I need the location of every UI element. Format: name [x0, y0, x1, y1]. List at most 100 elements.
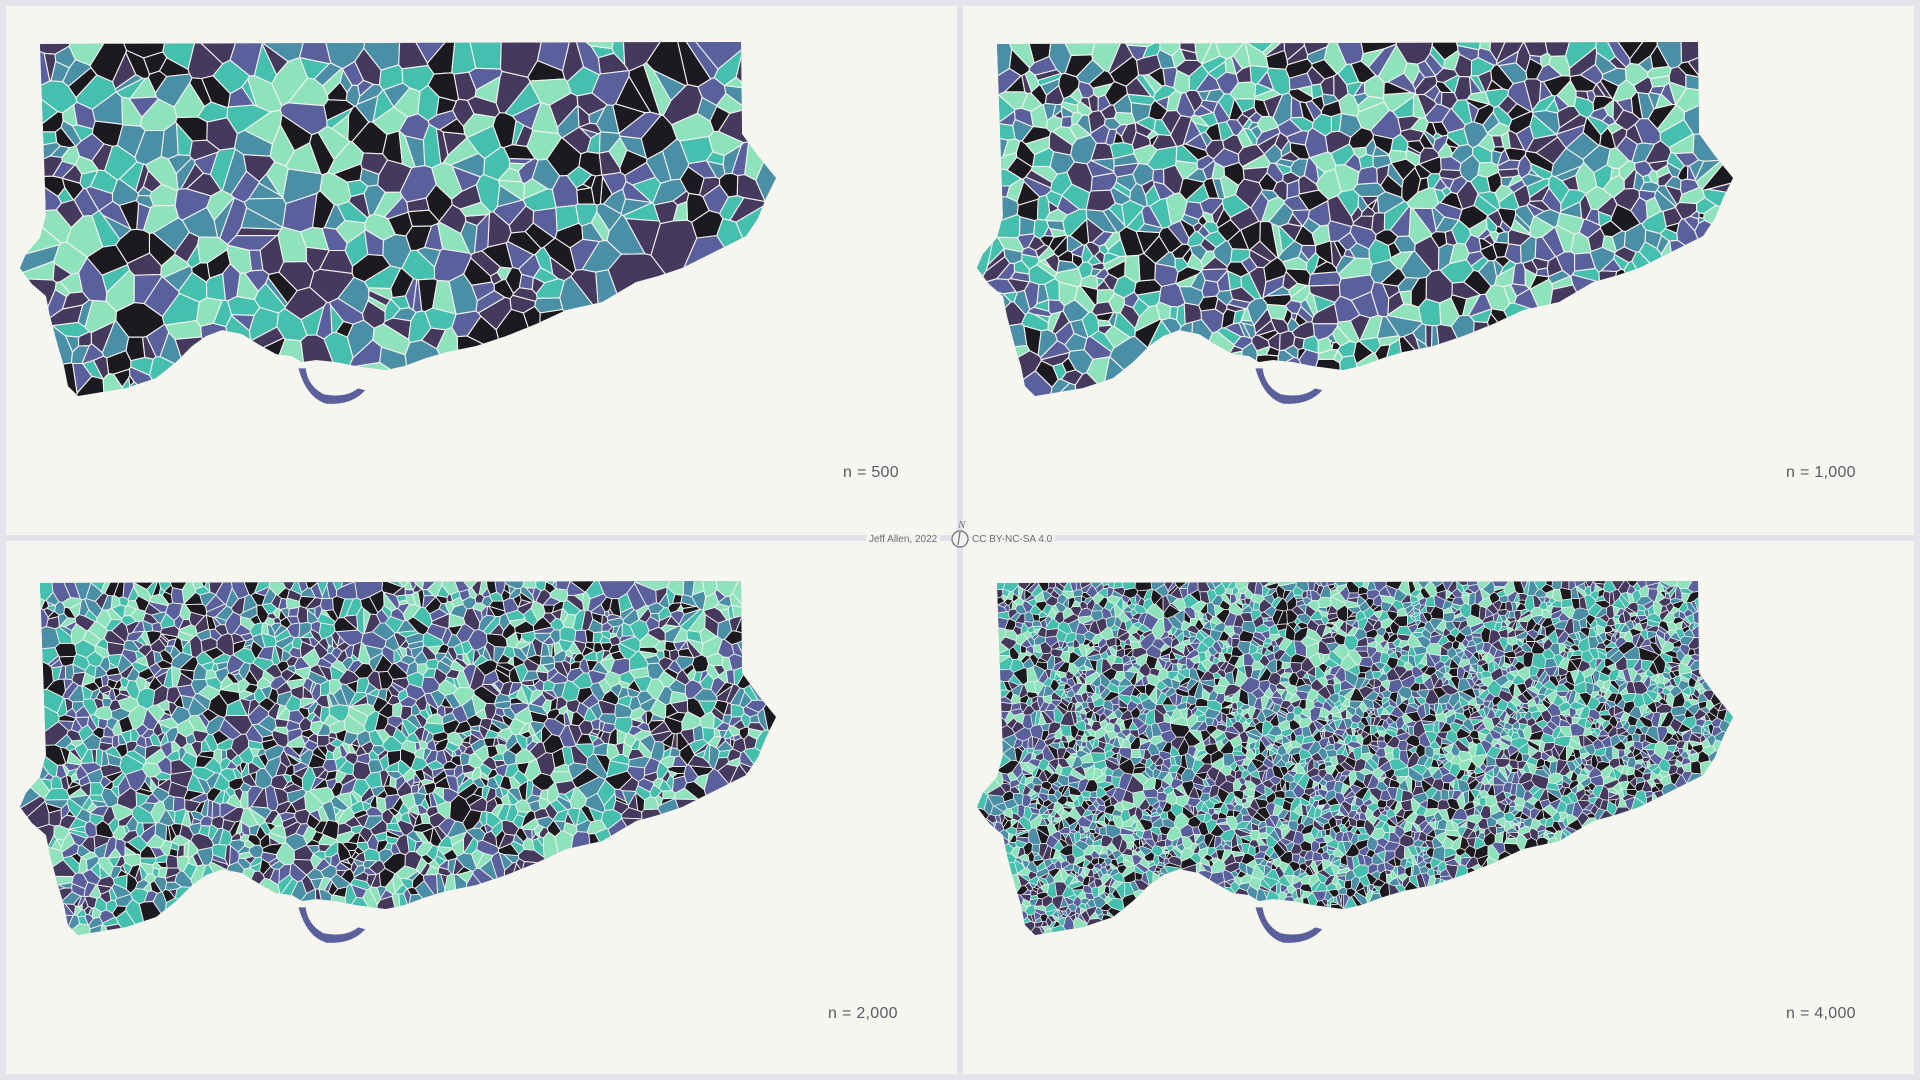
voronoi-cell [386, 828, 405, 838]
voronoi-cell [123, 581, 164, 590]
voronoi-cell [674, 798, 724, 837]
voronoi-cell [300, 734, 310, 745]
voronoi-cell [1101, 914, 1143, 935]
voronoi-cell [620, 606, 635, 621]
voronoi-cell [1333, 42, 1364, 66]
voronoi-cell [1472, 144, 1493, 164]
voronoi-cell [641, 808, 686, 853]
voronoi-cell [1453, 581, 1469, 586]
voronoi-cell [464, 793, 483, 807]
voronoi-cell [191, 766, 216, 781]
voronoi-cell [518, 722, 531, 735]
voronoi-cell [483, 737, 496, 748]
voronoi-cell [1631, 251, 1681, 315]
voronoi-cell [638, 646, 659, 655]
voronoi-cell [317, 805, 330, 822]
voronoi-cell [149, 776, 160, 788]
voronoi-cell [1048, 234, 1068, 253]
voronoi-cell [205, 772, 221, 790]
voronoi-cell [549, 697, 558, 711]
voronoi-cell [139, 862, 154, 875]
voronoi-cell [226, 793, 243, 809]
voronoi-cell [1466, 581, 1478, 587]
voronoi-cell [472, 820, 484, 829]
voronoi-cell [490, 581, 530, 589]
voronoi-cell [558, 639, 574, 652]
voronoi-cell [1559, 830, 1597, 875]
voronoi-cell [533, 824, 544, 834]
voronoi-cell [1645, 196, 1662, 220]
voronoi-cell [1429, 581, 1454, 588]
voronoi-cell [462, 652, 471, 666]
voronoi-cell [463, 831, 475, 854]
voronoi-cell [1338, 112, 1362, 138]
voronoi-cell [360, 152, 389, 175]
voronoi-cell [75, 74, 117, 110]
voronoi-cell [1352, 215, 1374, 231]
voronoi-cell [607, 253, 696, 351]
voronoi-cell [1424, 53, 1444, 77]
voronoi-cell [691, 210, 724, 239]
voronoi-cell [1169, 305, 1179, 321]
voronoi-cell [434, 738, 449, 752]
voronoi-cell [1542, 75, 1571, 97]
voronoi-cell [156, 756, 172, 776]
voronoi-cell [763, 682, 776, 738]
voronoi-cell [239, 831, 245, 839]
voronoi-cell [135, 879, 150, 890]
voronoi-cell [455, 623, 475, 644]
voronoi-cell [43, 607, 55, 618]
voronoi-cell [74, 742, 89, 761]
voronoi-cell [494, 795, 504, 806]
voronoi-cell [1077, 261, 1093, 280]
voronoi-cell [553, 820, 566, 832]
voronoi-cell [540, 642, 551, 657]
voronoi-cell [1102, 356, 1163, 396]
voronoi-cell [740, 712, 751, 728]
voronoi-cell [1229, 286, 1256, 304]
voronoi-cells [20, 42, 776, 396]
voronoi-cell [412, 606, 433, 629]
map-panel-n2000: n = 2,000 [6, 541, 957, 1074]
voronoi-cell [200, 322, 235, 396]
voronoi-cell [1440, 788, 1450, 801]
voronoi-cell [469, 733, 481, 746]
voronoi-cell [349, 791, 359, 806]
voronoi-cell [243, 638, 254, 648]
voronoi-cell [989, 370, 1053, 396]
voronoi-cell [507, 741, 524, 756]
voronoi-cell [385, 836, 399, 845]
voronoi-cell [144, 680, 151, 689]
voronoi-cell [1579, 193, 1592, 221]
voronoi-cell [190, 678, 209, 695]
voronoi-cell [977, 344, 1031, 387]
voronoi-cell [1097, 94, 1112, 112]
voronoi-cell [699, 711, 715, 729]
voronoi-cell [562, 42, 585, 83]
voronoi-cell [148, 355, 232, 396]
voronoi-cell [107, 847, 122, 859]
voronoi-cell [298, 621, 312, 639]
voronoi-cell [499, 42, 554, 78]
voronoi-cell [71, 882, 86, 897]
voronoi-cell [651, 730, 673, 743]
voronoi-cell [1664, 176, 1682, 191]
voronoi-cell [1240, 307, 1253, 322]
voronoi-cell [1141, 205, 1163, 229]
voronoi-cells [977, 581, 1733, 935]
voronoi-cell [111, 734, 120, 749]
voronoi-cell [353, 871, 369, 883]
voronoi-cell [396, 721, 403, 733]
voronoi-cell [433, 248, 472, 282]
voronoi-cell [1302, 335, 1319, 354]
voronoi-cell [248, 844, 264, 859]
map-panel-n1000: n = 1,000 [963, 6, 1914, 535]
voronoi-cell [443, 848, 458, 861]
voronoi-cell [533, 581, 547, 592]
voronoi-cell [165, 854, 179, 869]
voronoi-cell [525, 587, 535, 596]
voronoi-cell [1367, 43, 1397, 77]
voronoi-cell [687, 160, 717, 179]
voronoi-cell [585, 581, 605, 600]
voronoi-cell [1193, 122, 1210, 135]
